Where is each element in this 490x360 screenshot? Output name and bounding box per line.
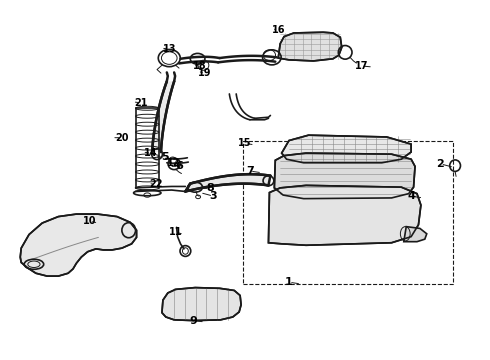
Text: 7: 7 xyxy=(246,166,254,176)
Text: 15: 15 xyxy=(238,139,252,148)
Text: 17: 17 xyxy=(355,61,368,71)
Bar xyxy=(243,140,453,284)
Polygon shape xyxy=(278,32,342,61)
Polygon shape xyxy=(282,135,411,163)
Text: 20: 20 xyxy=(115,133,128,143)
Text: 18: 18 xyxy=(193,61,207,71)
Text: 16: 16 xyxy=(271,25,285,35)
Polygon shape xyxy=(152,81,174,152)
Text: 9: 9 xyxy=(190,316,197,325)
Text: 13: 13 xyxy=(163,44,176,54)
Text: 12: 12 xyxy=(168,158,181,168)
Polygon shape xyxy=(274,153,415,199)
Polygon shape xyxy=(404,226,427,242)
Text: 11: 11 xyxy=(169,227,182,237)
Text: 4: 4 xyxy=(407,191,415,201)
Text: 22: 22 xyxy=(149,179,163,189)
Polygon shape xyxy=(20,214,137,276)
Text: 3: 3 xyxy=(209,191,217,201)
Text: 19: 19 xyxy=(198,68,212,78)
Polygon shape xyxy=(269,185,421,245)
Text: 8: 8 xyxy=(206,183,214,193)
Text: 21: 21 xyxy=(135,98,148,108)
Text: 5: 5 xyxy=(162,152,169,162)
Text: 10: 10 xyxy=(83,216,97,226)
Text: 14: 14 xyxy=(145,148,158,158)
Text: 2: 2 xyxy=(437,159,444,169)
Text: 6: 6 xyxy=(175,161,183,171)
Text: 1: 1 xyxy=(285,277,293,287)
Polygon shape xyxy=(162,288,241,320)
Polygon shape xyxy=(185,174,270,192)
